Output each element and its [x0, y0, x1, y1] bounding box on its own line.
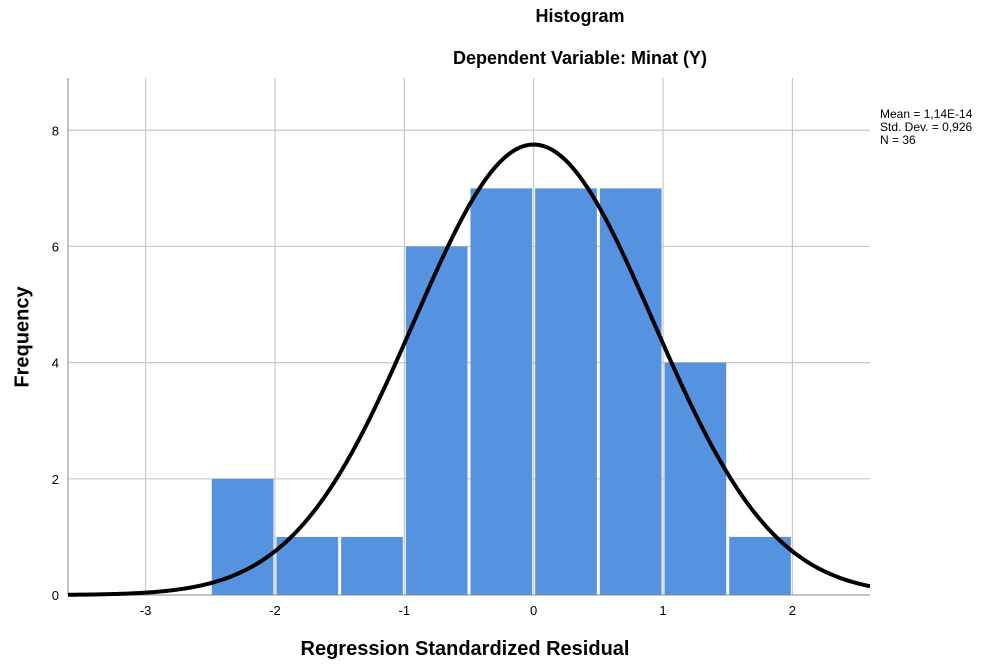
histogram-bar — [470, 188, 533, 595]
stats-mean: Mean = 1,14E-14 — [880, 107, 973, 121]
histogram-bar — [211, 478, 274, 595]
x-tick-label: 1 — [659, 603, 666, 618]
stats-std-dev: Std. Dev. = 0,926 — [880, 120, 973, 134]
histogram-bar — [405, 246, 468, 595]
x-tick-label: -2 — [269, 603, 281, 618]
stats-n: N = 36 — [880, 133, 916, 147]
histogram-bar — [599, 188, 662, 595]
x-tick-label: 2 — [789, 603, 796, 618]
y-tick-label: 4 — [52, 356, 59, 371]
chart-title: Histogram — [535, 6, 625, 26]
histogram-bar — [341, 536, 403, 595]
plot-area — [68, 78, 870, 595]
histogram-bar — [276, 536, 339, 595]
histogram-bar — [535, 188, 597, 595]
histogram-bar — [729, 536, 791, 595]
stats-legend: Mean = 1,14E-14 Std. Dev. = 0,926 N = 36 — [880, 108, 972, 147]
y-tick-label: 8 — [52, 123, 59, 138]
y-tick-label: 6 — [52, 239, 59, 254]
x-axis-label: Regression Standardized Residual — [300, 638, 630, 660]
y-axis-label: Frequency — [11, 286, 34, 388]
chart-subtitle: Dependent Variable: Minat (Y) — [452, 48, 708, 68]
histogram-bar — [664, 362, 727, 595]
y-tick-label: 0 — [52, 588, 59, 603]
normal-curve — [67, 142, 871, 597]
x-tick-label: 0 — [530, 603, 537, 618]
x-tick-label: -1 — [399, 603, 411, 618]
y-tick-label: 2 — [52, 472, 59, 487]
x-tick-label: -3 — [140, 603, 152, 618]
